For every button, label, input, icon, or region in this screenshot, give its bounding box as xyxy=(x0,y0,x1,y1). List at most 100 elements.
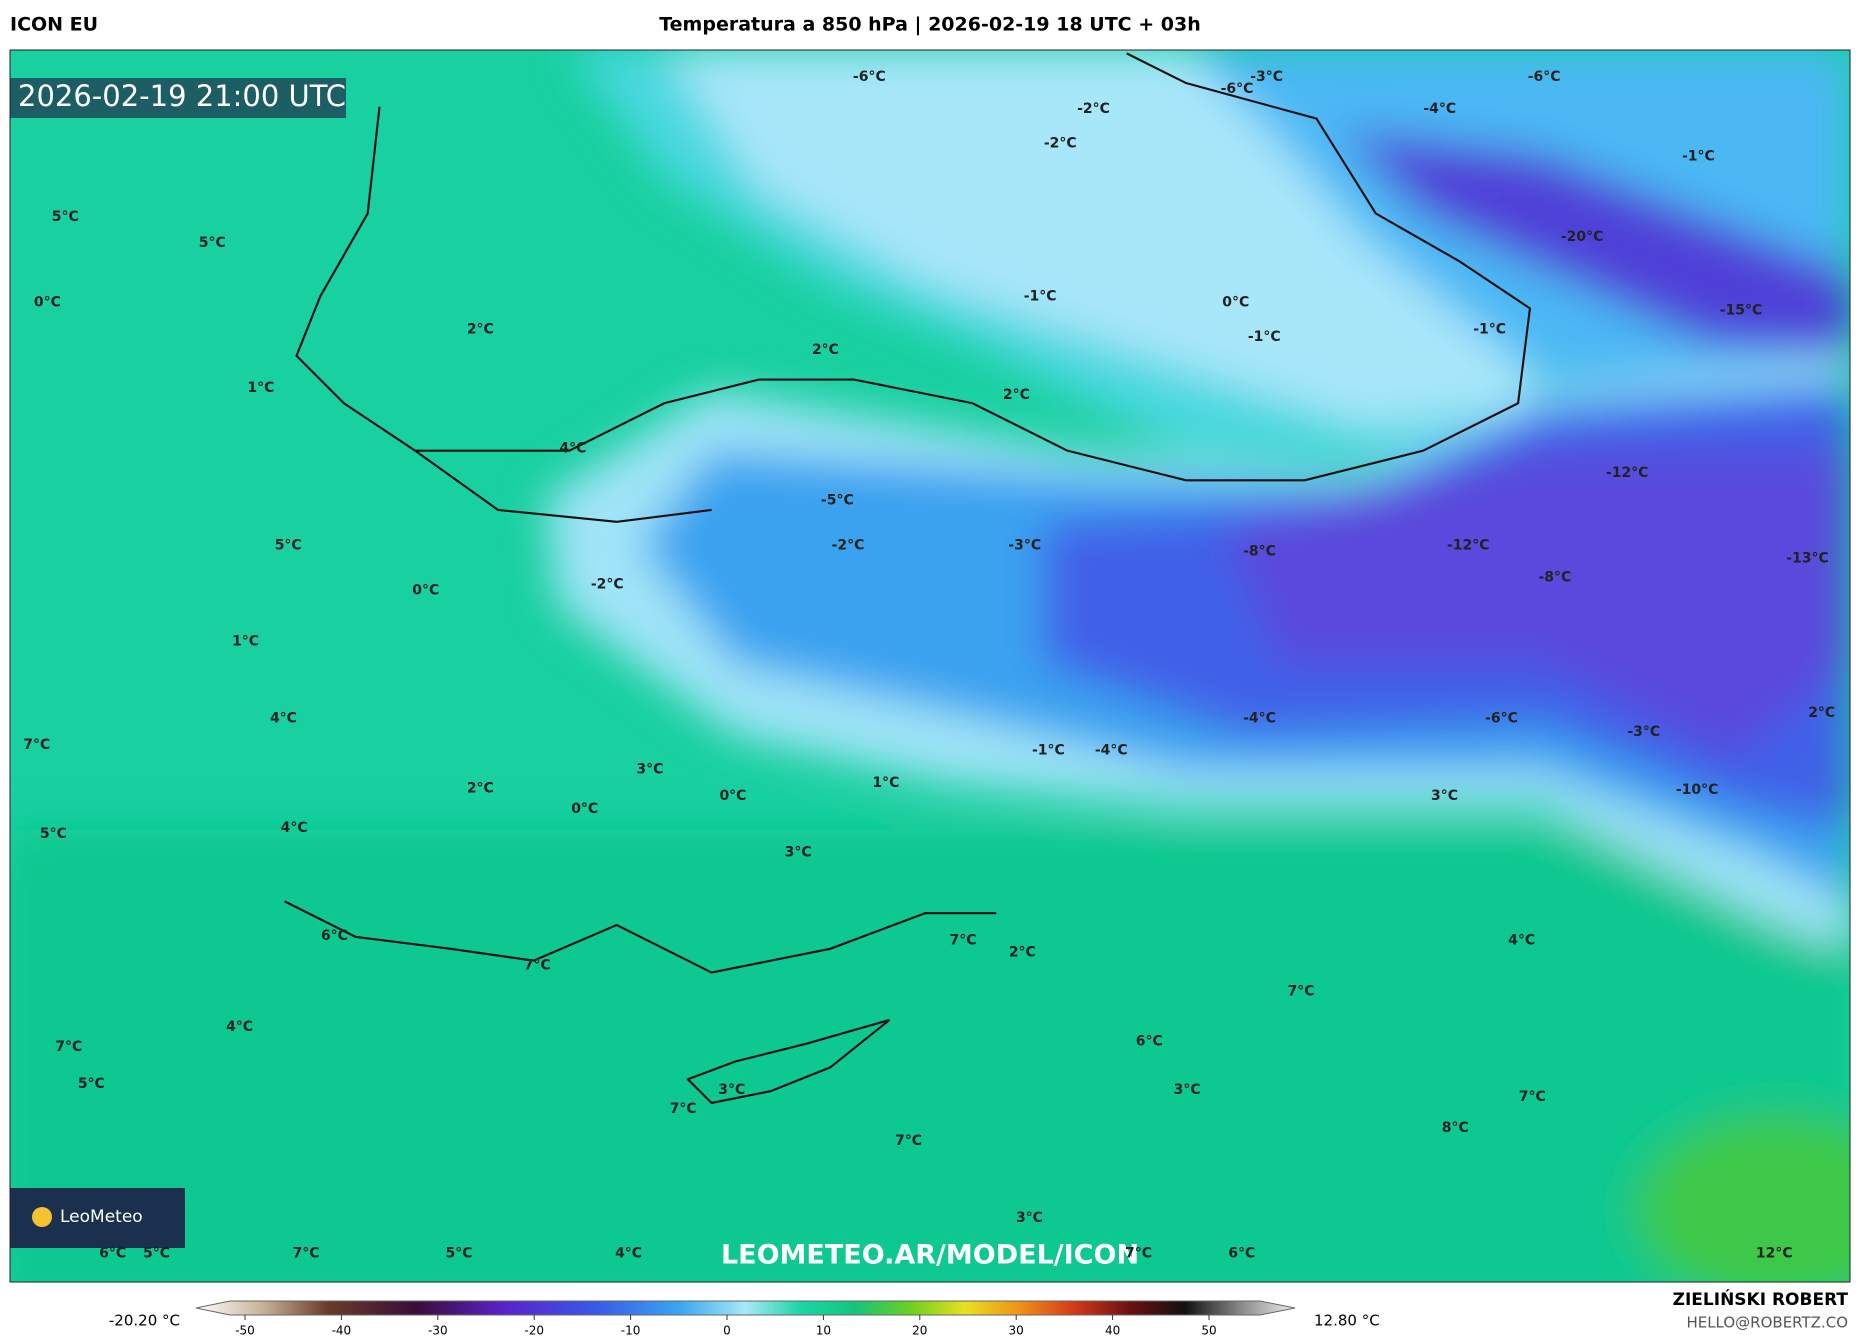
colorbar-tick-label: -50 xyxy=(235,1324,255,1338)
temperature-label: 12°C xyxy=(1756,1246,1793,1262)
temperature-label: -8°C xyxy=(1243,543,1276,559)
temperature-label: 4°C xyxy=(1508,932,1535,948)
temperature-label: -3°C xyxy=(1008,538,1041,554)
temperature-label: 2°C xyxy=(1808,705,1835,721)
temperature-label: -2°C xyxy=(832,538,865,554)
temperature-label: -6°C xyxy=(853,69,886,85)
temperature-label: 4°C xyxy=(559,440,586,456)
temperature-label: 0°C xyxy=(34,294,61,310)
temperature-label: 2°C xyxy=(1003,387,1030,403)
map-title: Temperatura a 850 hPa | 2026-02-19 18 UT… xyxy=(659,14,1201,36)
colorbar-tick-label: 0 xyxy=(723,1324,731,1338)
temperature-label: 1°C xyxy=(247,380,274,396)
colorbar-tick-label: 40 xyxy=(1105,1324,1120,1338)
temperature-label: 5°C xyxy=(52,209,79,225)
temperature-label: 4°C xyxy=(226,1019,253,1035)
watermark: LEOMETEO.AR/MODEL/ICON xyxy=(721,1240,1139,1271)
colorbar-tick-label: 10 xyxy=(816,1324,831,1338)
temperature-label: 3°C xyxy=(1174,1082,1201,1098)
temperature-label: 0°C xyxy=(719,788,746,804)
colorbar-min: -20.20 °C xyxy=(109,1312,180,1330)
temperature-label: 6°C xyxy=(1228,1246,1255,1262)
temperature-label: 5°C xyxy=(40,826,67,842)
temperature-label: 4°C xyxy=(270,711,297,727)
colorbar-tick-label: 30 xyxy=(1009,1324,1024,1338)
temperature-label: 7°C xyxy=(23,737,50,753)
model-name: ICON EU xyxy=(10,14,98,36)
temperature-label: -3°C xyxy=(1627,724,1660,740)
timestamp: 2026-02-19 21:00 UTC xyxy=(18,79,346,113)
colorbar-tick-label: -30 xyxy=(428,1324,448,1338)
temperature-label: 6°C xyxy=(321,928,348,944)
temperature-label: 1°C xyxy=(232,634,259,650)
temperature-label: -1°C xyxy=(1032,743,1065,759)
temperature-label: 7°C xyxy=(1125,1246,1152,1262)
temperature-label: 6°C xyxy=(99,1246,126,1262)
temperature-label: -1°C xyxy=(1682,149,1715,165)
temperature-label: 2°C xyxy=(1009,944,1036,960)
map: 2026-02-19 21:00 UTC LeoMeteo LEOMETEO.A… xyxy=(10,50,1850,1282)
temperature-label: 3°C xyxy=(1431,788,1458,804)
temperature-label: 5°C xyxy=(199,235,226,251)
temperature-label: 0°C xyxy=(412,583,439,599)
temperature-label: -2°C xyxy=(591,577,624,593)
colorbar-tick-label: -40 xyxy=(332,1324,352,1338)
temperature-label: 1°C xyxy=(872,775,899,791)
temperature-label: 2°C xyxy=(812,342,839,358)
temperature-label: 0°C xyxy=(571,801,598,817)
temperature-label: -1°C xyxy=(1473,322,1506,338)
temperature-label: -2°C xyxy=(1044,136,1077,152)
temperature-label: -5°C xyxy=(821,492,854,508)
temperature-label: 7°C xyxy=(55,1039,82,1055)
temperature-label: 5°C xyxy=(445,1246,472,1262)
temperature-label: 7°C xyxy=(1288,983,1315,999)
temperature-label: 5°C xyxy=(275,538,302,554)
temperature-label: -13°C xyxy=(1786,551,1829,567)
colorbar-max: 12.80 °C xyxy=(1314,1312,1380,1330)
author: ZIELIŃSKI ROBERT xyxy=(1673,1288,1849,1310)
temperature-label: 3°C xyxy=(636,762,663,778)
temperature-label: 7°C xyxy=(524,957,551,973)
temperature-label: -6°C xyxy=(1221,81,1254,97)
colorbar-tick-label: 20 xyxy=(912,1324,927,1338)
temperature-label: 5°C xyxy=(143,1246,170,1262)
temperature-label: -2°C xyxy=(1077,101,1110,117)
temperature-label: 7°C xyxy=(292,1246,319,1262)
temperature-label: -6°C xyxy=(1528,69,1561,85)
colorbar-tick-label: -20 xyxy=(524,1324,544,1338)
temperature-label: -12°C xyxy=(1606,465,1649,481)
temperature-label: 7°C xyxy=(670,1101,697,1117)
temperature-label: -4°C xyxy=(1095,743,1128,759)
temperature-label: 0°C xyxy=(1222,294,1249,310)
temperature-label: 3°C xyxy=(718,1082,745,1098)
email: HELLO@ROBERTZ.CO xyxy=(1686,1314,1848,1332)
temperature-label: 2°C xyxy=(467,781,494,797)
temperature-label: -15°C xyxy=(1720,303,1763,319)
colorbar-tick-label: -10 xyxy=(621,1324,641,1338)
temperature-label: -3°C xyxy=(1250,69,1283,85)
logo-sun xyxy=(32,1207,52,1227)
temperature-label: 7°C xyxy=(1519,1089,1546,1105)
temperature-label: 4°C xyxy=(615,1246,642,1262)
temperature-label: -1°C xyxy=(1248,329,1281,345)
temperature-label: -4°C xyxy=(1423,101,1456,117)
map-frame xyxy=(9,49,1851,1283)
temperature-label: 5°C xyxy=(78,1076,105,1092)
logo: LeoMeteo xyxy=(60,1207,143,1227)
temperature-label: 3°C xyxy=(1016,1210,1043,1226)
temperature-label: -20°C xyxy=(1561,229,1604,245)
temperature-label: 4°C xyxy=(281,820,308,836)
temperature-label: 7°C xyxy=(950,932,977,948)
temperature-label: -6°C xyxy=(1485,711,1518,727)
temperature-label: -12°C xyxy=(1447,538,1490,554)
temperature-label: 6°C xyxy=(1136,1033,1163,1049)
temperature-label: -8°C xyxy=(1538,570,1571,586)
temperature-label: 2°C xyxy=(467,322,494,338)
temperature-label: -4°C xyxy=(1243,711,1276,727)
temperature-label: 3°C xyxy=(785,845,812,861)
temperature-label: -1°C xyxy=(1024,289,1057,305)
temperature-label: 7°C xyxy=(895,1133,922,1149)
temperature-label: -10°C xyxy=(1676,782,1719,798)
temperature-label: 8°C xyxy=(1442,1120,1469,1136)
